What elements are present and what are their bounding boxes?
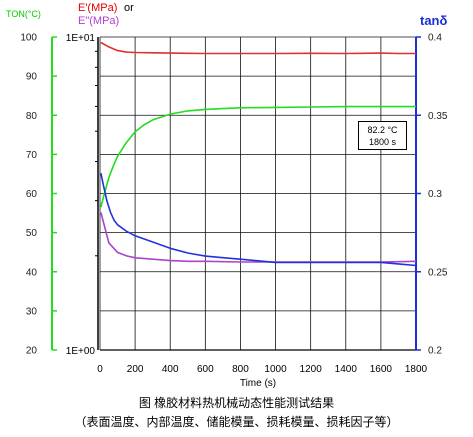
x-tick-label: 1800 (405, 364, 428, 375)
annotation-time: 1800 s (368, 137, 397, 147)
modulus-or-label: or (124, 2, 134, 14)
tan-tick-label: 0.3 (428, 189, 442, 200)
tan-tick-label: 0.35 (428, 111, 448, 122)
ton-tick-label: 50 (26, 228, 38, 239)
figure-caption: 图 橡胶材料热机械动态性能测试结果 (138, 396, 335, 410)
figure-subcaption: （表面温度、内部温度、储能模量、损耗模量、损耗因子等） (74, 415, 399, 429)
loss-modulus-series-line (100, 212, 417, 263)
modulus-tick-label-top: 1E+01 (66, 33, 96, 44)
tan-tick-label: 0.25 (428, 267, 448, 278)
loss-modulus-label: E"(MPa) (78, 15, 120, 27)
x-tick-label: 1600 (370, 364, 393, 375)
ton-tick-label: 20 (26, 346, 38, 357)
ton-tick-label: 100 (20, 33, 37, 44)
ton-tick-label: 70 (26, 150, 38, 161)
tan-delta-axis-label: tanδ (420, 13, 448, 28)
storage-modulus-label: E'(MPa) (78, 2, 118, 14)
x-tick-label: 1000 (264, 364, 287, 375)
ton-axis-label: TON(°C) (6, 9, 41, 19)
x-tick-label: 1400 (335, 364, 358, 375)
tan-tick-label: 0.2 (428, 346, 442, 357)
annotation-box: 82.2 °C 1800 s (358, 121, 407, 150)
ton-tick-label: 30 (26, 306, 38, 317)
tan-tick-label: 0.4 (428, 33, 442, 44)
tan-delta-series-line (100, 173, 417, 267)
x-tick-label: 600 (197, 364, 214, 375)
modulus-tick-label-bottom: 1E+00 (66, 346, 96, 357)
x-axis-label: Time (s) (240, 378, 276, 389)
x-tick-label: 800 (232, 364, 249, 375)
x-tick-label: 200 (127, 364, 144, 375)
ton-tick-label: 80 (26, 111, 38, 122)
ton-series-line (100, 105, 416, 208)
x-tick-label: 1200 (300, 364, 323, 375)
ton-tick-label: 60 (26, 189, 38, 200)
annotation-temperature: 82.2 °C (367, 125, 398, 135)
ton-tick-label: 40 (26, 267, 38, 278)
x-tick-label: 0 (97, 364, 103, 375)
ton-tick-label: 90 (26, 72, 38, 83)
x-tick-label: 400 (162, 364, 179, 375)
storage-modulus-series-line (100, 41, 416, 55)
